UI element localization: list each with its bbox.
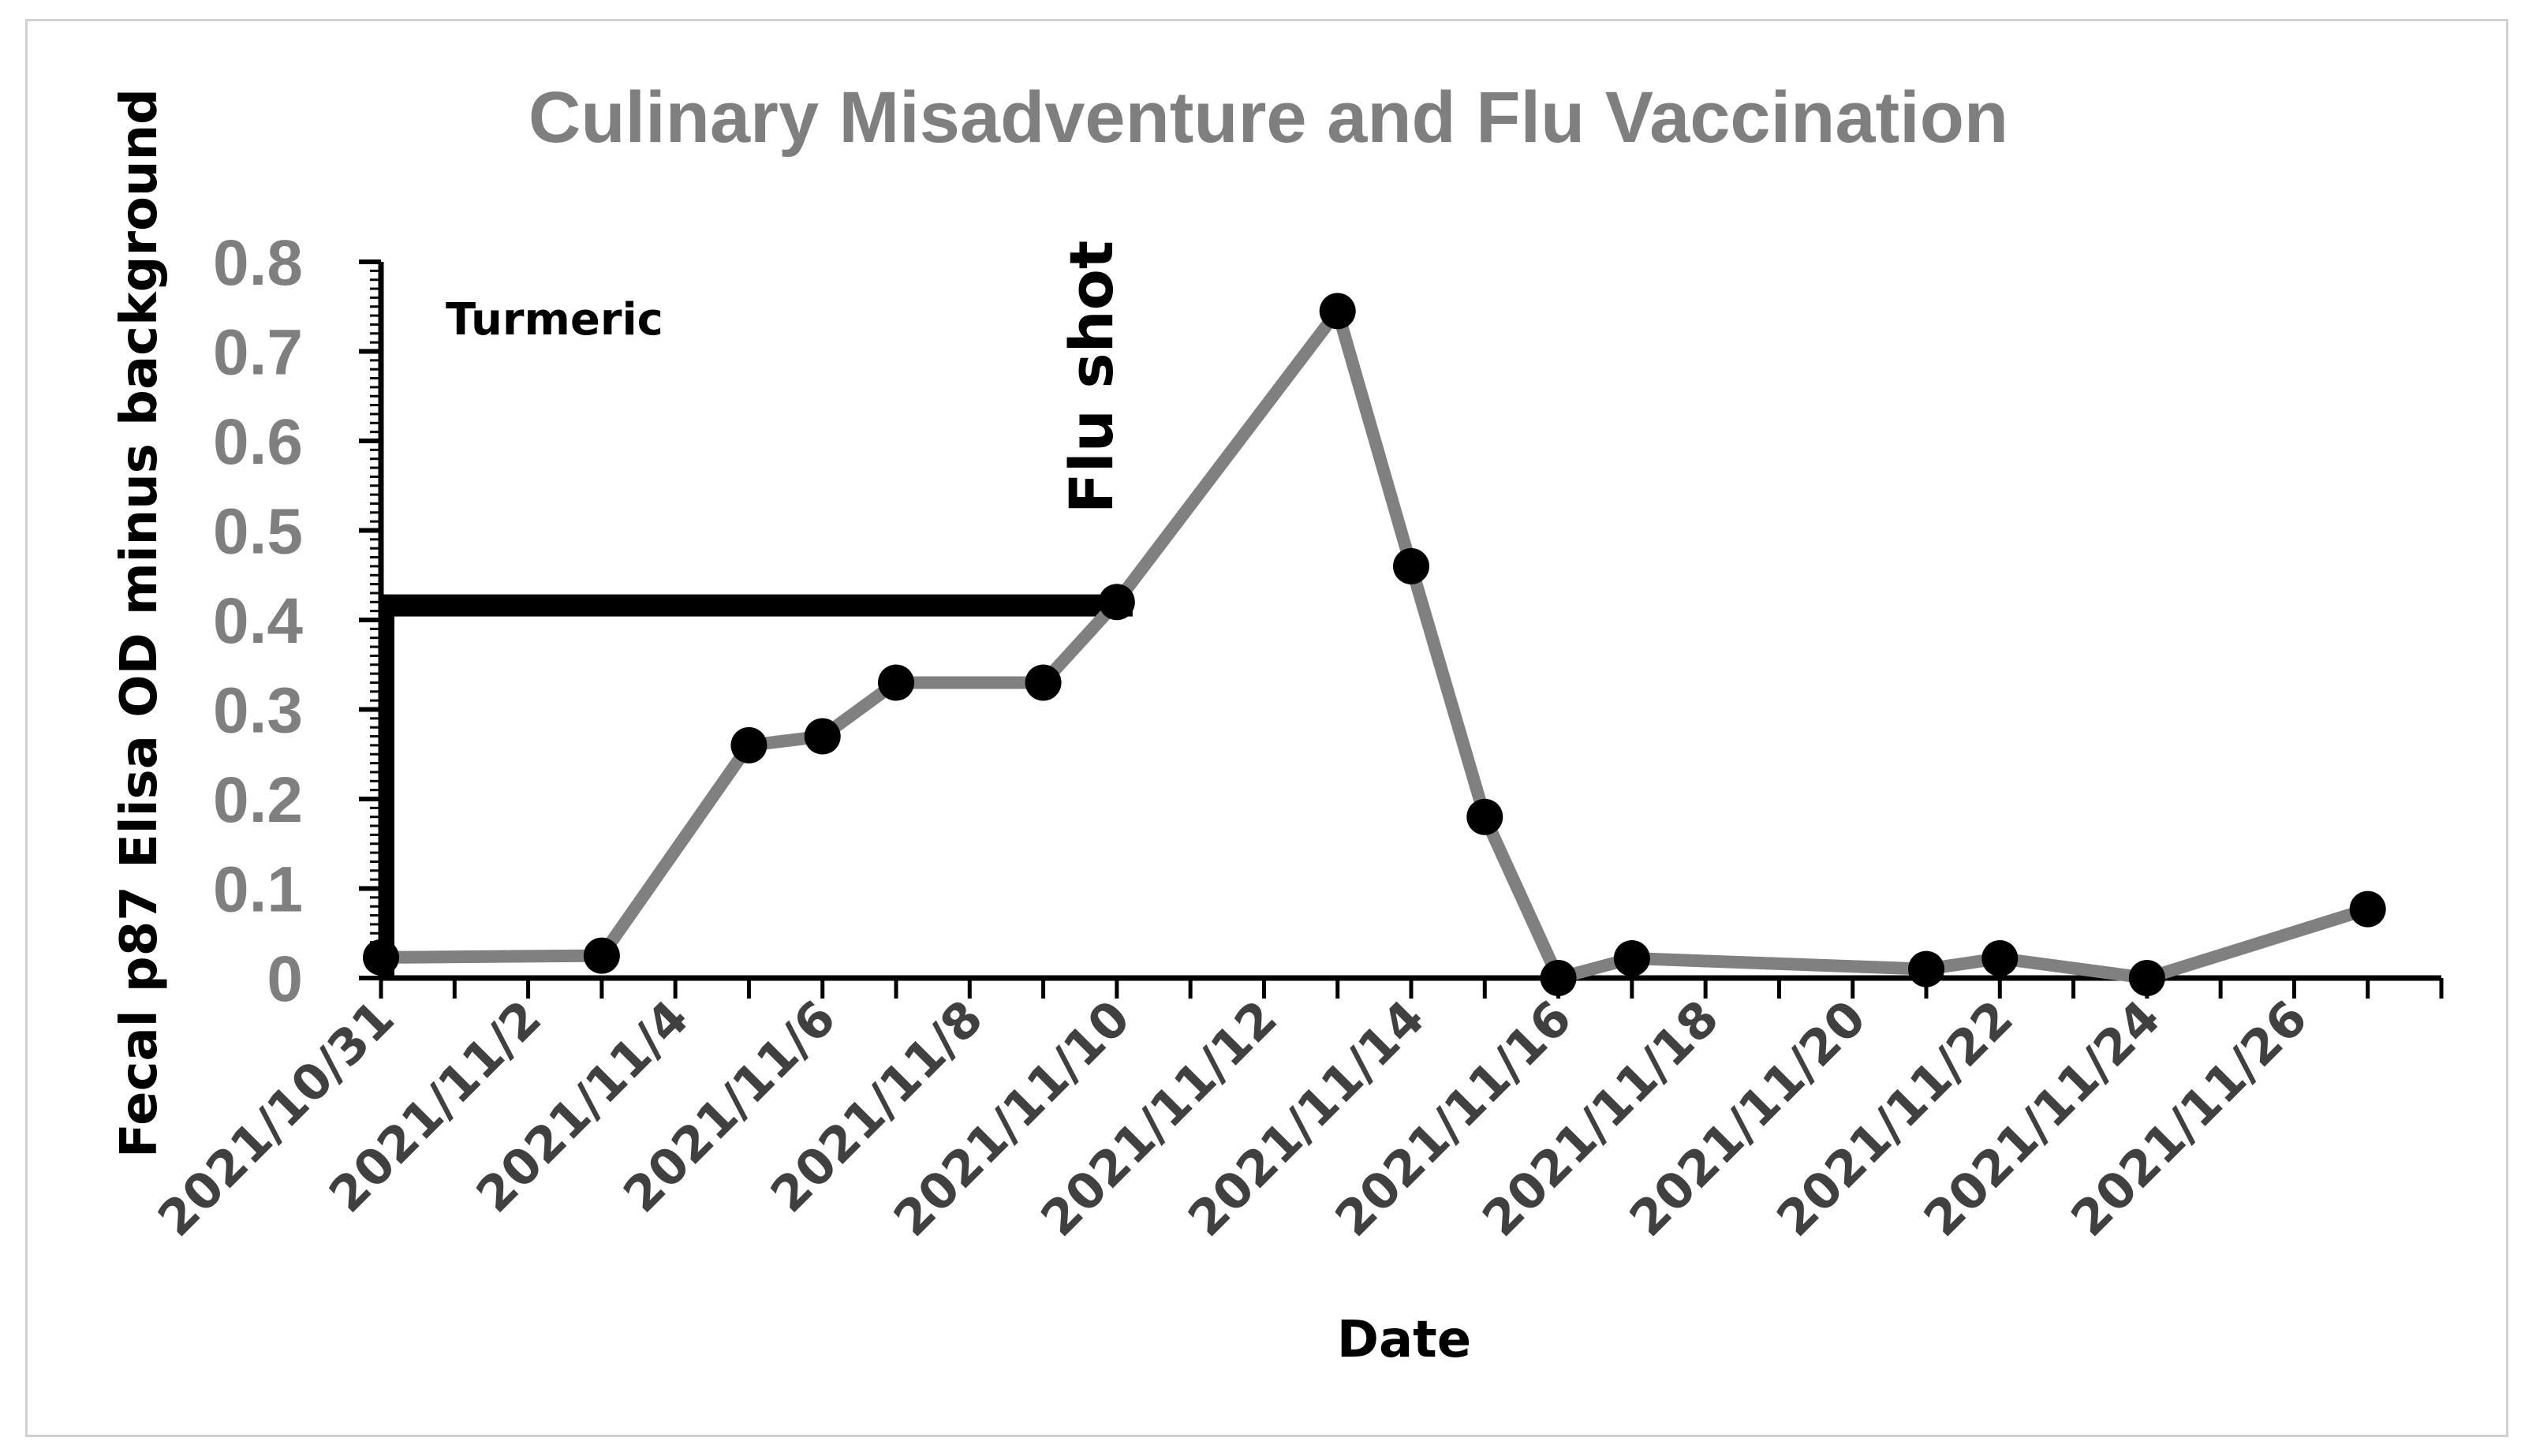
y-tick-label: 0.6 bbox=[213, 406, 303, 478]
data-point bbox=[730, 726, 768, 763]
data-point bbox=[583, 937, 620, 974]
y-tick-label: 0.5 bbox=[213, 496, 303, 568]
turmeric-label: Turmeric bbox=[446, 294, 663, 345]
annotation-layer: Turmeric Flu shot bbox=[380, 241, 1133, 978]
series-line bbox=[375, 304, 2374, 984]
axes bbox=[359, 259, 2444, 999]
data-point bbox=[1393, 547, 1429, 584]
y-tick-label: 0.2 bbox=[213, 764, 303, 836]
y-tick-label: 0.1 bbox=[213, 854, 303, 926]
data-point bbox=[878, 664, 914, 701]
data-point bbox=[2349, 890, 2386, 928]
x-axis-label: Date bbox=[1337, 1311, 1471, 1369]
data-point bbox=[1613, 940, 1650, 977]
chart-title: Culinary Misadventure and Flu Vaccinatio… bbox=[528, 77, 2008, 158]
data-point bbox=[1025, 664, 1062, 701]
data-point bbox=[1098, 584, 1135, 621]
y-tick-label: 0.8 bbox=[213, 227, 303, 299]
y-axis-label-group: Fecal p87 Elisa OD minus background bbox=[110, 88, 169, 1158]
data-point bbox=[1981, 940, 2019, 977]
data-point bbox=[804, 718, 841, 755]
data-point bbox=[1540, 960, 1577, 996]
y-tick-label: 0.4 bbox=[213, 585, 303, 657]
y-tick-label: 0 bbox=[267, 943, 303, 1015]
data-point bbox=[363, 939, 399, 976]
flu-shot-label: Flu shot bbox=[1056, 241, 1126, 513]
y-tick-label: 0.3 bbox=[213, 675, 303, 747]
y-axis-label: Fecal p87 Elisa OD minus background bbox=[110, 88, 169, 1158]
data-point bbox=[1466, 798, 1503, 835]
y-tick-labels: 0 0.1 0.2 0.3 0.4 0.5 0.6 0.7 0.8 bbox=[213, 227, 303, 1015]
data-point bbox=[1319, 293, 1356, 330]
data-point bbox=[1908, 950, 1944, 987]
y-tick-label: 0.7 bbox=[213, 317, 303, 389]
series-layer bbox=[363, 293, 2386, 996]
chart-frame bbox=[25, 19, 2508, 1437]
x-tick-labels: 2021/10/312021/11/22021/11/42021/11/6202… bbox=[147, 989, 2318, 1248]
data-point bbox=[2128, 960, 2165, 996]
